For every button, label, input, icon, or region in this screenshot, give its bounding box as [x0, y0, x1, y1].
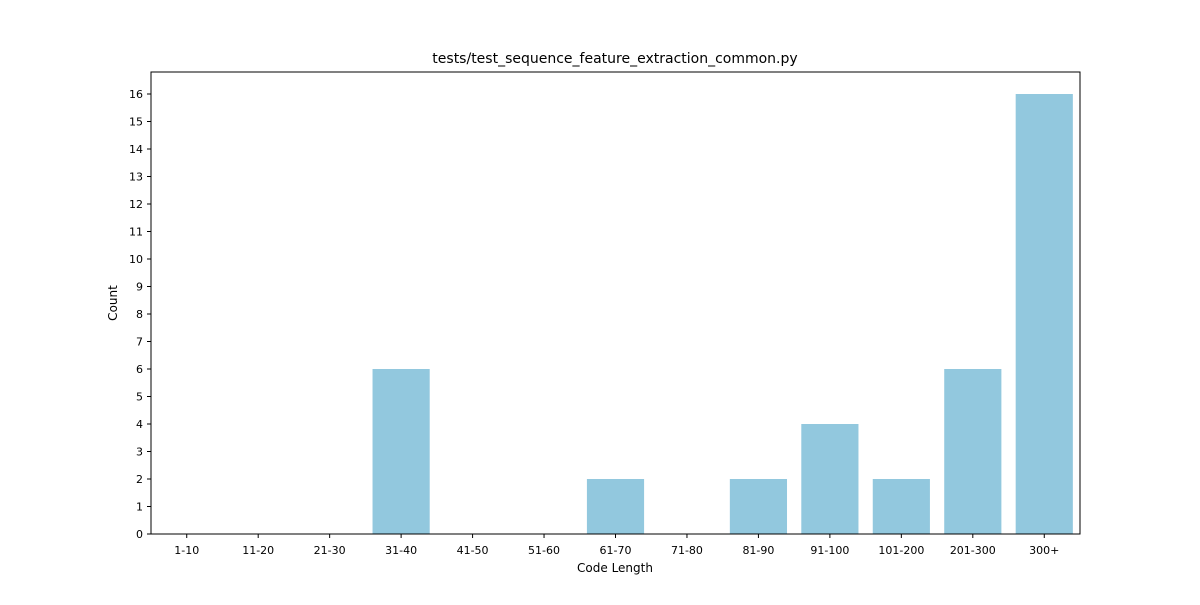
x-tick-label: 61-70 — [600, 544, 632, 557]
y-tick-label: 11 — [129, 226, 143, 239]
y-tick-label: 5 — [136, 391, 143, 404]
x-tick-label: 91-100 — [810, 544, 849, 557]
y-tick-label: 13 — [129, 171, 143, 184]
x-tick-label: 201-300 — [950, 544, 996, 557]
bar-91-100 — [801, 424, 859, 534]
x-tick-label: 51-60 — [528, 544, 560, 557]
y-tick-label: 15 — [129, 116, 143, 129]
y-tick-label: 16 — [129, 88, 143, 101]
x-tick-label: 1-10 — [174, 544, 199, 557]
x-axis-ticks: 1-10 11-20 21-30 31-40 41-50 51-60 61-70 71-80 8… — [174, 534, 1059, 557]
x-tick-label: 101-200 — [878, 544, 924, 557]
y-axis-title: Count — [106, 285, 120, 321]
y-tick-label: 7 — [136, 336, 143, 349]
y-tick-label: 10 — [129, 253, 143, 266]
x-tick-label: 41-50 — [457, 544, 489, 557]
bar-31-40 — [372, 369, 430, 534]
x-tick-label: 81-90 — [742, 544, 774, 557]
y-tick-label: 2 — [136, 473, 143, 486]
bars-layer — [372, 94, 1073, 534]
y-tick-label: 14 — [129, 143, 143, 156]
y-tick-label: 12 — [129, 198, 143, 211]
bar-101-200 — [872, 479, 930, 534]
x-tick-label: 21-30 — [314, 544, 346, 557]
y-tick-label: 6 — [136, 363, 143, 376]
x-axis-title: Code Length — [577, 561, 653, 575]
y-tick-label: 8 — [136, 308, 143, 321]
y-tick-label: 3 — [136, 446, 143, 459]
bar-61-70 — [586, 479, 645, 534]
y-tick-label: 4 — [136, 418, 143, 431]
bar-201-300 — [944, 369, 1002, 534]
y-tick-label: 0 — [136, 528, 143, 541]
y-tick-label: 1 — [136, 501, 143, 514]
bar-81-90 — [729, 479, 788, 534]
chart-title: tests/test_sequence_feature_extraction_c… — [432, 51, 797, 67]
plot-frame — [150, 71, 1081, 535]
x-tick-label: 71-80 — [671, 544, 703, 557]
bar-300+ — [1015, 94, 1073, 534]
x-tick-label: 11-20 — [242, 544, 274, 557]
x-tick-label: 31-40 — [385, 544, 417, 557]
x-tick-label: 300+ — [1029, 544, 1059, 557]
y-tick-label: 9 — [136, 281, 143, 294]
